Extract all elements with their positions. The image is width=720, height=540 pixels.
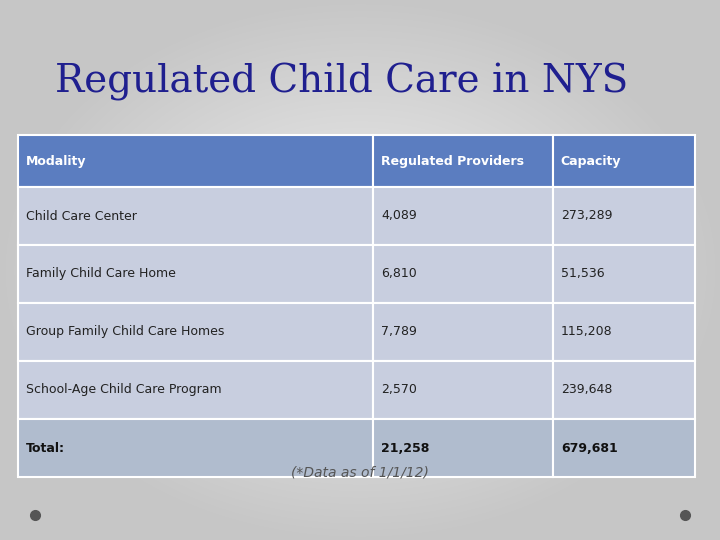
Text: School-Age Child Care Program: School-Age Child Care Program bbox=[26, 383, 222, 396]
Text: Total:: Total: bbox=[26, 442, 65, 455]
Bar bbox=[18, 303, 374, 361]
Text: Modality: Modality bbox=[26, 154, 86, 167]
Text: Capacity: Capacity bbox=[561, 154, 621, 167]
Text: 21,258: 21,258 bbox=[382, 442, 430, 455]
Bar bbox=[374, 187, 553, 245]
Text: Group Family Child Care Homes: Group Family Child Care Homes bbox=[26, 326, 225, 339]
Bar bbox=[18, 419, 374, 477]
Text: 7,789: 7,789 bbox=[382, 326, 418, 339]
Bar bbox=[18, 361, 374, 419]
Bar bbox=[18, 187, 374, 245]
Bar bbox=[374, 303, 553, 361]
Bar bbox=[553, 135, 695, 187]
Bar bbox=[374, 361, 553, 419]
Text: 679,681: 679,681 bbox=[561, 442, 618, 455]
Bar bbox=[374, 419, 553, 477]
Text: Child Care Center: Child Care Center bbox=[26, 210, 137, 222]
Text: 2,570: 2,570 bbox=[382, 383, 418, 396]
Text: Family Child Care Home: Family Child Care Home bbox=[26, 267, 176, 280]
Text: 239,648: 239,648 bbox=[561, 383, 612, 396]
Bar bbox=[553, 245, 695, 303]
Text: 51,536: 51,536 bbox=[561, 267, 605, 280]
Bar bbox=[553, 361, 695, 419]
Text: (*Data as of 1/1/12): (*Data as of 1/1/12) bbox=[291, 465, 429, 479]
Text: 273,289: 273,289 bbox=[561, 210, 612, 222]
Bar bbox=[553, 187, 695, 245]
Bar bbox=[374, 245, 553, 303]
Text: Regulated Child Care in NYS: Regulated Child Care in NYS bbox=[55, 63, 629, 101]
Text: Regulated Providers: Regulated Providers bbox=[382, 154, 524, 167]
Bar bbox=[18, 135, 374, 187]
Text: 6,810: 6,810 bbox=[382, 267, 417, 280]
Text: 4,089: 4,089 bbox=[382, 210, 417, 222]
Bar bbox=[553, 419, 695, 477]
Text: 115,208: 115,208 bbox=[561, 326, 613, 339]
Bar bbox=[553, 303, 695, 361]
Bar bbox=[374, 135, 553, 187]
Bar bbox=[18, 245, 374, 303]
